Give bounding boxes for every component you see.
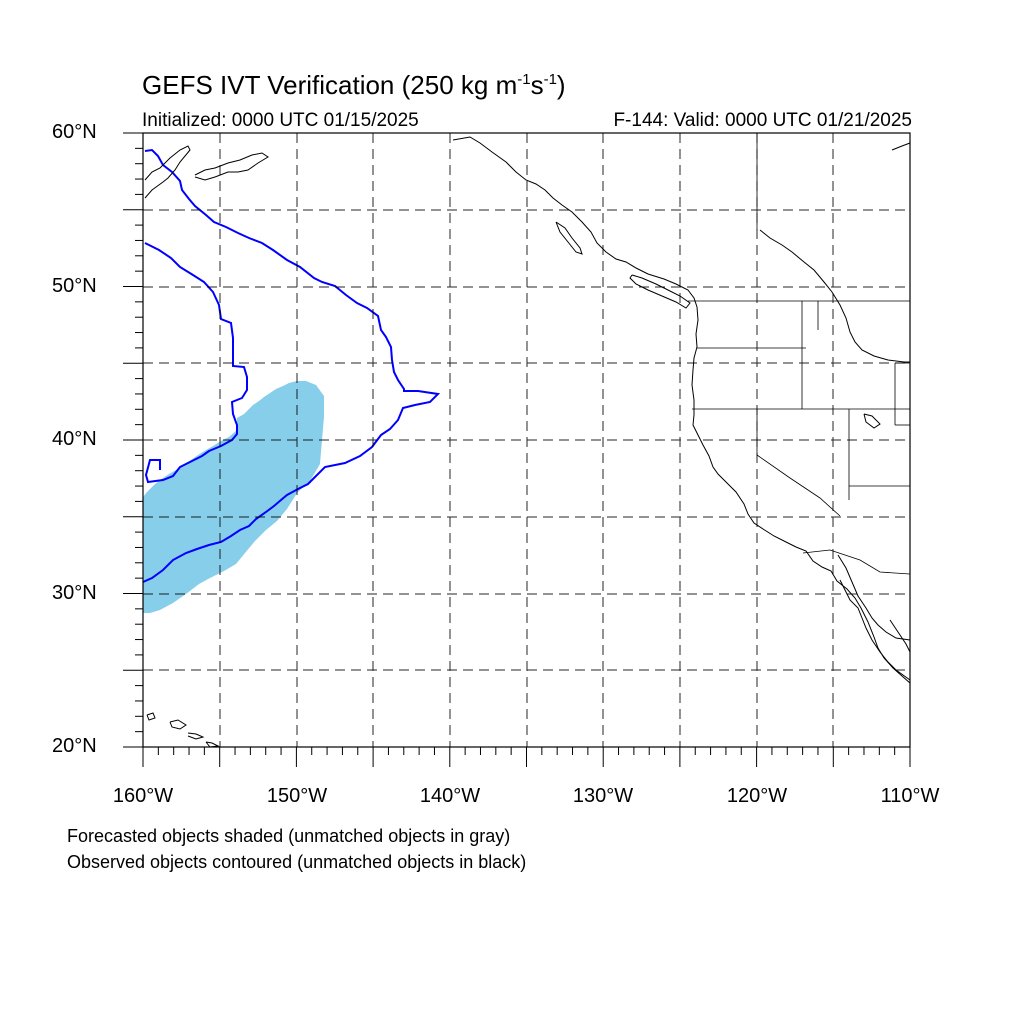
alaska-coast (144, 145, 191, 199)
lat-label-40n: 40°N (52, 428, 97, 450)
lon-label-150w: 150°W (266, 785, 328, 807)
inland-coast (759, 229, 910, 363)
bc-coast (452, 136, 911, 684)
haida-gwaii (555, 221, 583, 255)
hawaii-islands (205, 741, 220, 748)
baja-inner-coast (839, 579, 911, 681)
lon-label-130w: 130°W (572, 785, 634, 807)
axis-ticks (123, 132, 911, 767)
hawaii-islands (187, 732, 205, 740)
valid-time: F-144: Valid: 0000 UTC 01/21/2025 (613, 110, 912, 131)
mexico-coast (889, 619, 911, 653)
lon-label-140w: 140°W (419, 785, 481, 807)
state-borders (688, 133, 911, 575)
lat-label-50n: 50°N (52, 275, 97, 297)
legend-forecast-note: Forecasted objects shaded (unmatched obj… (67, 826, 511, 846)
alaska-coast (194, 152, 269, 181)
island (891, 142, 911, 151)
legend-observed-note: Observed objects contoured (unmatched ob… (67, 852, 527, 872)
forecast-ivt-object (143, 381, 324, 613)
vancouver-island (629, 274, 691, 309)
observed-contour (142, 148, 441, 583)
chart-title: GEFS IVT Verification (250 kg m-1s-1) (142, 70, 566, 100)
hawaii-islands (146, 712, 156, 721)
map-grid (143, 133, 910, 747)
lon-label-160w: 160°W (112, 785, 174, 807)
lat-label-60n: 60°N (52, 121, 97, 143)
lat-label-20n: 20°N (52, 735, 97, 757)
lat-label-30n: 30°N (52, 582, 97, 604)
lon-label-110w: 110°W (880, 785, 940, 807)
lon-label-120w: 120°W (726, 785, 788, 807)
baja-gulf-coast (837, 554, 911, 641)
initialized-time: Initialized: 0000 UTC 01/15/2025 (142, 110, 419, 131)
island (863, 413, 881, 429)
hawaii-islands (169, 719, 187, 730)
coastlines (144, 136, 911, 748)
